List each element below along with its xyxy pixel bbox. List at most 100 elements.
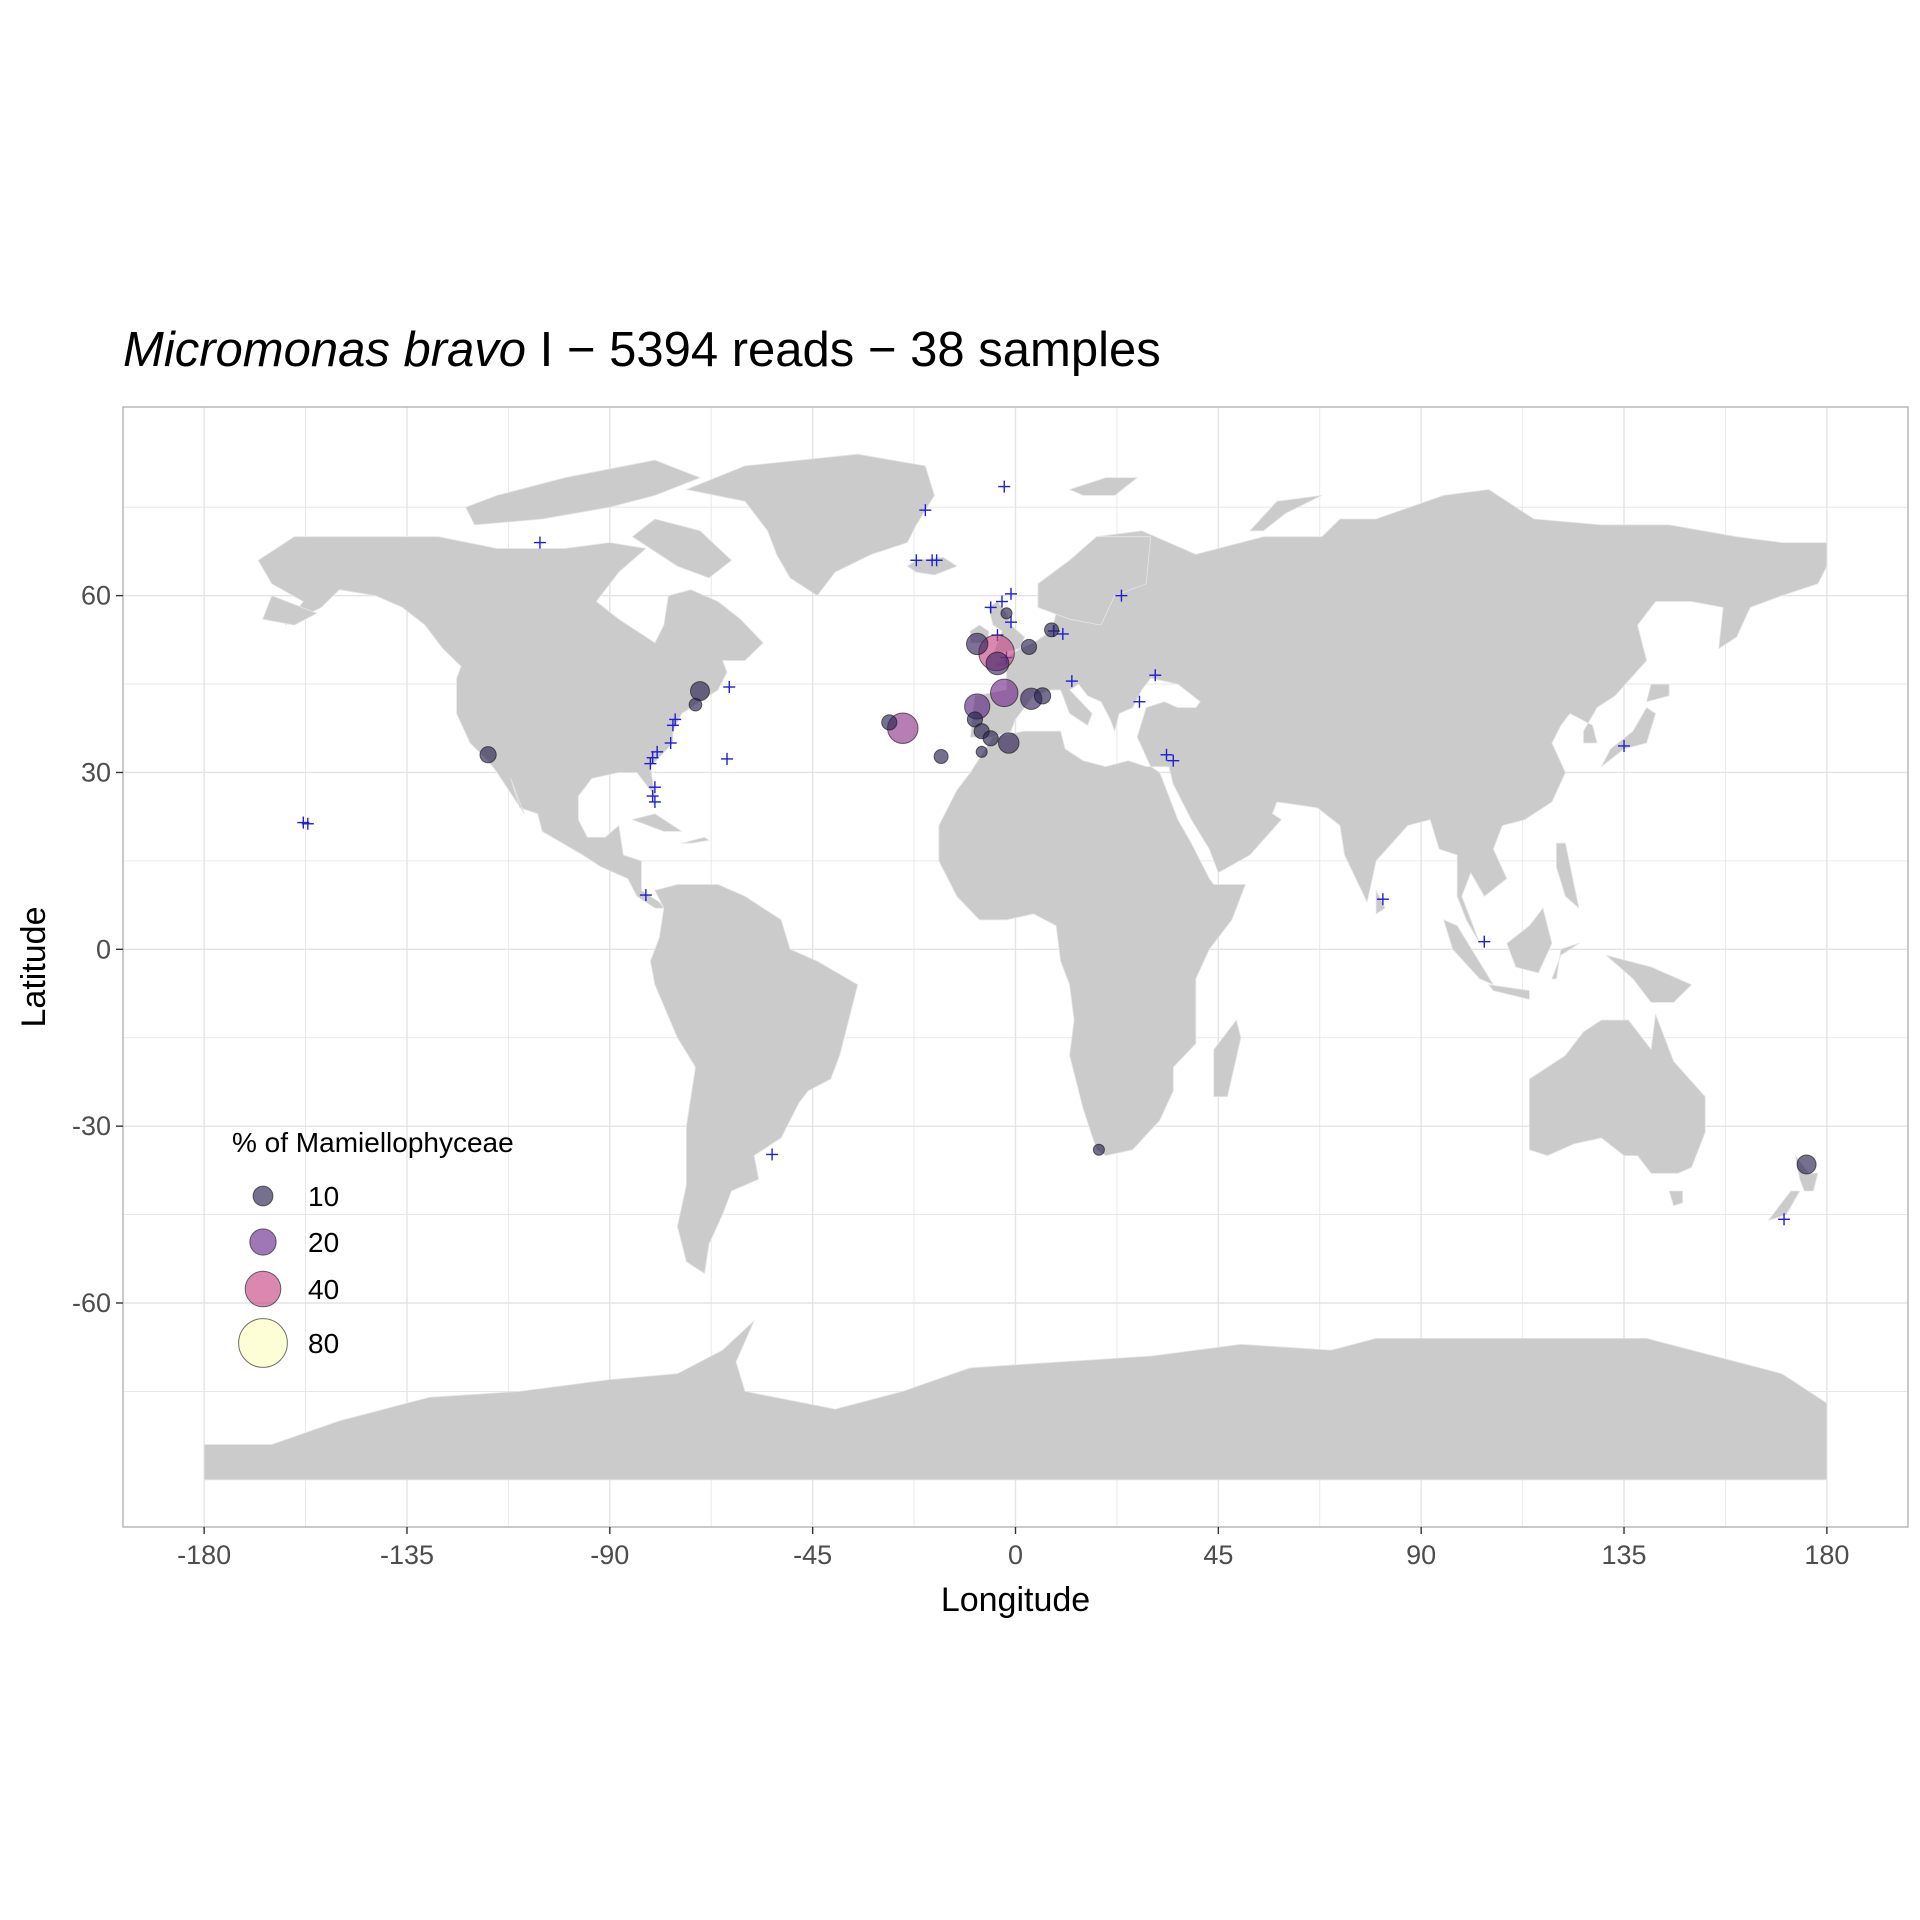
sample-point (1000, 607, 1013, 620)
sample-point (982, 730, 999, 747)
x-axis-ticks: -180 -135 -90 -45 0 45 90 135 180 (177, 1527, 1849, 1570)
plus-marker (984, 601, 997, 614)
legend: % of Mamiellophyceae 10 20 40 80 (232, 1127, 514, 1368)
land-canada-islands (465, 459, 701, 526)
land-greenland (686, 453, 935, 596)
legend-key-circle (244, 1270, 282, 1308)
plus-marker (666, 719, 679, 732)
legend-key-circle (252, 1185, 274, 1207)
plus-marker (646, 751, 659, 764)
plus-marker (648, 781, 661, 794)
land-tasmania (1668, 1190, 1683, 1207)
land-hispaniola (681, 836, 710, 844)
land-scandinavia-fill (1037, 536, 1152, 626)
legend-key-label: 10 (308, 1181, 339, 1212)
plus-marker (1376, 893, 1389, 906)
plus-marker (664, 737, 677, 749)
land-madagascar (1213, 1019, 1242, 1098)
plus-marker (1056, 627, 1069, 640)
land-new-guinea (1605, 954, 1692, 1003)
plus-marker (1149, 669, 1162, 682)
land-sulawesi (1551, 943, 1580, 980)
plus-marker (930, 554, 943, 567)
sample-point (479, 746, 497, 764)
x-tick-label: 45 (1203, 1540, 1233, 1570)
y-tick-label: 30 (81, 757, 111, 787)
plus-marker (1065, 675, 1078, 688)
plus-marker (1478, 935, 1491, 948)
plus-marker (639, 889, 652, 902)
sample-point (688, 697, 703, 712)
plus-marker (1160, 748, 1173, 761)
land-sumatra (1443, 919, 1494, 986)
land-south-america (650, 884, 859, 1274)
plus-marker (1167, 754, 1180, 767)
legend-key-circle (238, 1318, 288, 1368)
x-axis-label: Longitude (941, 1581, 1090, 1619)
land-australia (1529, 1013, 1706, 1174)
plus-marker (766, 1148, 779, 1161)
plus-marker (644, 757, 657, 770)
plus-marker (648, 795, 661, 808)
sample-point (990, 678, 1019, 708)
land-north-america (257, 536, 764, 909)
x-tick-label: 0 (1008, 1540, 1023, 1570)
sample-point (985, 651, 1010, 676)
plus-marker (669, 713, 682, 726)
land-alaska-pen (262, 595, 318, 626)
y-tick-label: 0 (96, 934, 111, 964)
land-japan (1601, 707, 1656, 767)
y-axis-ticks: -60 -30 0 30 60 (72, 581, 123, 1318)
land-novaya-zemlya (1249, 494, 1323, 532)
sample-point (1033, 687, 1052, 705)
chart-title-species: Micromonas bravo (123, 323, 527, 377)
sample-point (689, 681, 710, 702)
x-tick-label: -135 (380, 1540, 434, 1570)
plus-marker (919, 504, 932, 517)
plus-markers (297, 480, 1791, 1226)
plus-marker (646, 790, 659, 803)
land-borneo (1506, 907, 1553, 974)
sample-point (1796, 1154, 1817, 1175)
plus-marker (723, 681, 736, 693)
plus-marker (998, 480, 1011, 493)
x-tick-label: 90 (1406, 1540, 1436, 1570)
sample-point (1020, 638, 1038, 656)
sample-point (997, 732, 1020, 754)
sample-point (881, 714, 898, 731)
y-axis-label: Latitude (15, 907, 53, 1028)
land-hokkaido (1646, 683, 1670, 703)
sample-point (975, 745, 988, 758)
plus-marker (1004, 587, 1017, 600)
y-tick-label: -30 (72, 1111, 111, 1141)
plus-marker (1115, 589, 1128, 602)
y-tick-label: 60 (81, 581, 111, 611)
sample-point (1044, 622, 1060, 638)
plus-marker (1133, 695, 1146, 708)
land-masses (203, 453, 1828, 1481)
plus-marker (910, 554, 923, 567)
x-tick-label: -90 (590, 1540, 629, 1570)
plus-marker (721, 752, 734, 765)
land-baffin (632, 518, 732, 579)
sample-point (1092, 1143, 1105, 1156)
land-cuba (632, 813, 683, 832)
land-svalbard (1069, 477, 1138, 496)
plus-marker (1778, 1213, 1791, 1226)
chart-title-rest: I − 5394 reads − 38 samples (526, 323, 1161, 377)
plus-marker (1004, 616, 1017, 629)
sample-circles (479, 607, 1817, 1175)
legend-title: % of Mamiellophyceae (232, 1127, 514, 1158)
land-sri-lanka (1375, 890, 1386, 915)
y-tick-label: -60 (72, 1288, 111, 1318)
x-tick-label: -180 (177, 1540, 231, 1570)
x-tick-label: 180 (1804, 1540, 1849, 1570)
sample-point (966, 632, 989, 656)
legend-key-label: 80 (308, 1328, 339, 1359)
land-antarctica (203, 1320, 1828, 1481)
x-tick-label: 135 (1601, 1540, 1646, 1570)
chart-title: Micromonas bravo I − 5394 reads − 38 sam… (123, 322, 1161, 378)
legend-key-label: 40 (308, 1274, 339, 1305)
plus-marker (533, 536, 546, 549)
